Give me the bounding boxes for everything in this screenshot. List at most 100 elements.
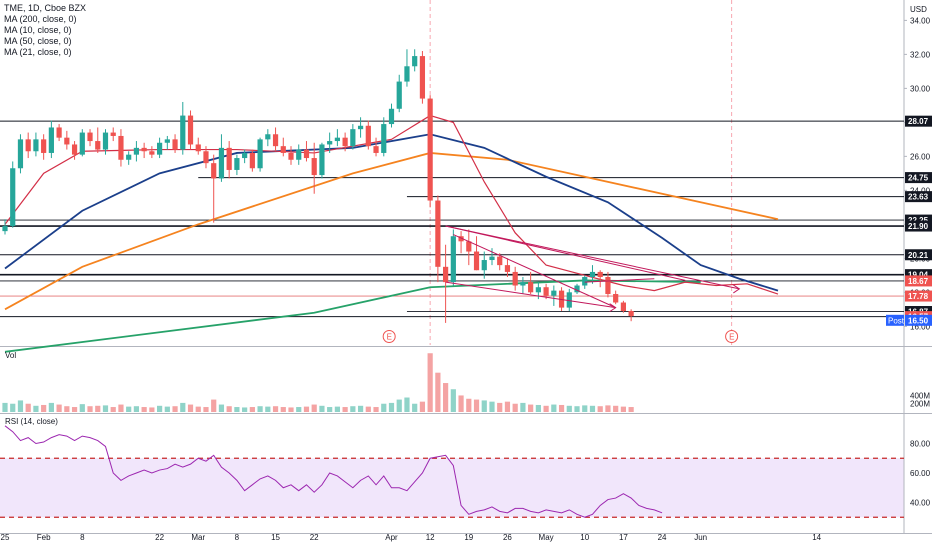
candle-body [33, 139, 39, 152]
volume-bar [582, 405, 588, 412]
ma21-line [4, 133, 779, 292]
volume-bar [141, 407, 147, 412]
y-tick-label: 24.00 [910, 186, 931, 195]
trend-line [453, 234, 616, 309]
x-tick-label: 8 [80, 533, 85, 542]
volume-bar [17, 400, 24, 412]
level-tag-bg [905, 269, 932, 281]
level-tag-label: 17.78 [908, 292, 929, 301]
y-tick-label: 32.00 [910, 50, 931, 59]
volume-bar [195, 406, 201, 412]
volume-bar [435, 372, 441, 412]
volume-tick-label: 400M [910, 391, 930, 400]
symbol-header: TME, 1D, Cboe BZX [4, 3, 87, 13]
volume-bar [350, 406, 356, 412]
candle-body [450, 236, 456, 283]
candle-body [620, 302, 626, 312]
candle-body [126, 154, 132, 160]
candle-body [342, 137, 348, 147]
x-tick-label: 10 [580, 533, 589, 542]
x-tick-label: 17 [619, 533, 628, 542]
volume-bar [373, 407, 379, 412]
candle-body [396, 81, 402, 109]
ma200-line [4, 279, 701, 353]
volume-bar [157, 405, 163, 412]
x-tick-label: Jun [694, 533, 707, 542]
volume-bar [597, 406, 603, 412]
earnings-marker-label: E [387, 333, 392, 342]
candle-body [574, 285, 580, 293]
candle-body [141, 147, 147, 152]
candle-body [25, 139, 31, 152]
volume-bar [628, 407, 634, 412]
candle-body [242, 152, 248, 159]
volume-bar [427, 353, 433, 412]
rsi-tick-label: 60.00 [910, 469, 931, 478]
x-tick-label: 22 [310, 533, 319, 542]
earnings-marker-label: E [729, 333, 734, 342]
ma10-legend: MA (10, close, 0) [4, 25, 72, 35]
candle-body [427, 98, 433, 201]
volume-bar [110, 407, 116, 412]
post-tag-bg [886, 314, 904, 326]
volume-bar [319, 405, 325, 412]
volume-bar [551, 404, 557, 412]
volume-bar [473, 399, 480, 412]
candle-body [211, 163, 217, 179]
volume-bar [2, 402, 8, 412]
x-tick-label: 22 [155, 533, 164, 542]
volume-bar [365, 406, 371, 412]
x-tick-label: 24 [658, 533, 667, 542]
candle-body [597, 271, 603, 278]
candle-body [481, 260, 487, 271]
post-label: Post [888, 316, 905, 325]
volume-bar [574, 406, 580, 412]
volume-bar [412, 403, 418, 412]
ma200-legend: MA (200, close, 0) [4, 14, 77, 24]
candle-body [419, 56, 426, 99]
candle-body [589, 271, 596, 278]
candle-body [613, 294, 619, 303]
volume-bar [211, 399, 217, 412]
candle-body [512, 271, 518, 286]
currency-label: USD [910, 5, 927, 14]
candle-body [381, 124, 387, 153]
x-tick-label: May [539, 533, 554, 542]
candle-body [41, 139, 47, 153]
volume-bar [265, 406, 271, 412]
candle-body [582, 277, 588, 286]
volume-bar [450, 389, 456, 412]
volume-bar [272, 406, 279, 412]
candle-body [234, 158, 240, 170]
volume-bar [443, 383, 449, 412]
volume-bar [396, 399, 402, 412]
candle-body [265, 134, 271, 140]
candle-body [404, 66, 410, 82]
candle-body [180, 115, 186, 150]
candle-body [473, 251, 480, 271]
candle-body [172, 139, 178, 150]
volume-bar [280, 407, 286, 412]
candle-body [218, 147, 225, 179]
rsi-label: RSI (14, close) [5, 417, 58, 426]
candle-body [64, 137, 70, 145]
candle-body [520, 282, 526, 286]
candle-body [327, 141, 333, 145]
ma50-legend: MA (50, close, 0) [4, 36, 72, 46]
candle-body [551, 290, 557, 296]
volume-bar [234, 407, 240, 412]
candle-body [311, 158, 317, 176]
x-tick-label: 8 [235, 533, 240, 542]
candle-body [435, 200, 441, 267]
candle-body [17, 139, 24, 169]
x-tick-label: 25 [1, 533, 10, 542]
volume-bar [466, 398, 472, 412]
volume-bar [95, 405, 101, 412]
volume-bar [605, 405, 611, 412]
volume-bar [48, 402, 54, 412]
symbol-legend: TME, 1D, Cboe BZX MA (200, close, 0) MA … [4, 3, 86, 58]
volume-bar [303, 406, 310, 412]
volume-bar [311, 404, 317, 412]
candle-body [303, 149, 310, 159]
